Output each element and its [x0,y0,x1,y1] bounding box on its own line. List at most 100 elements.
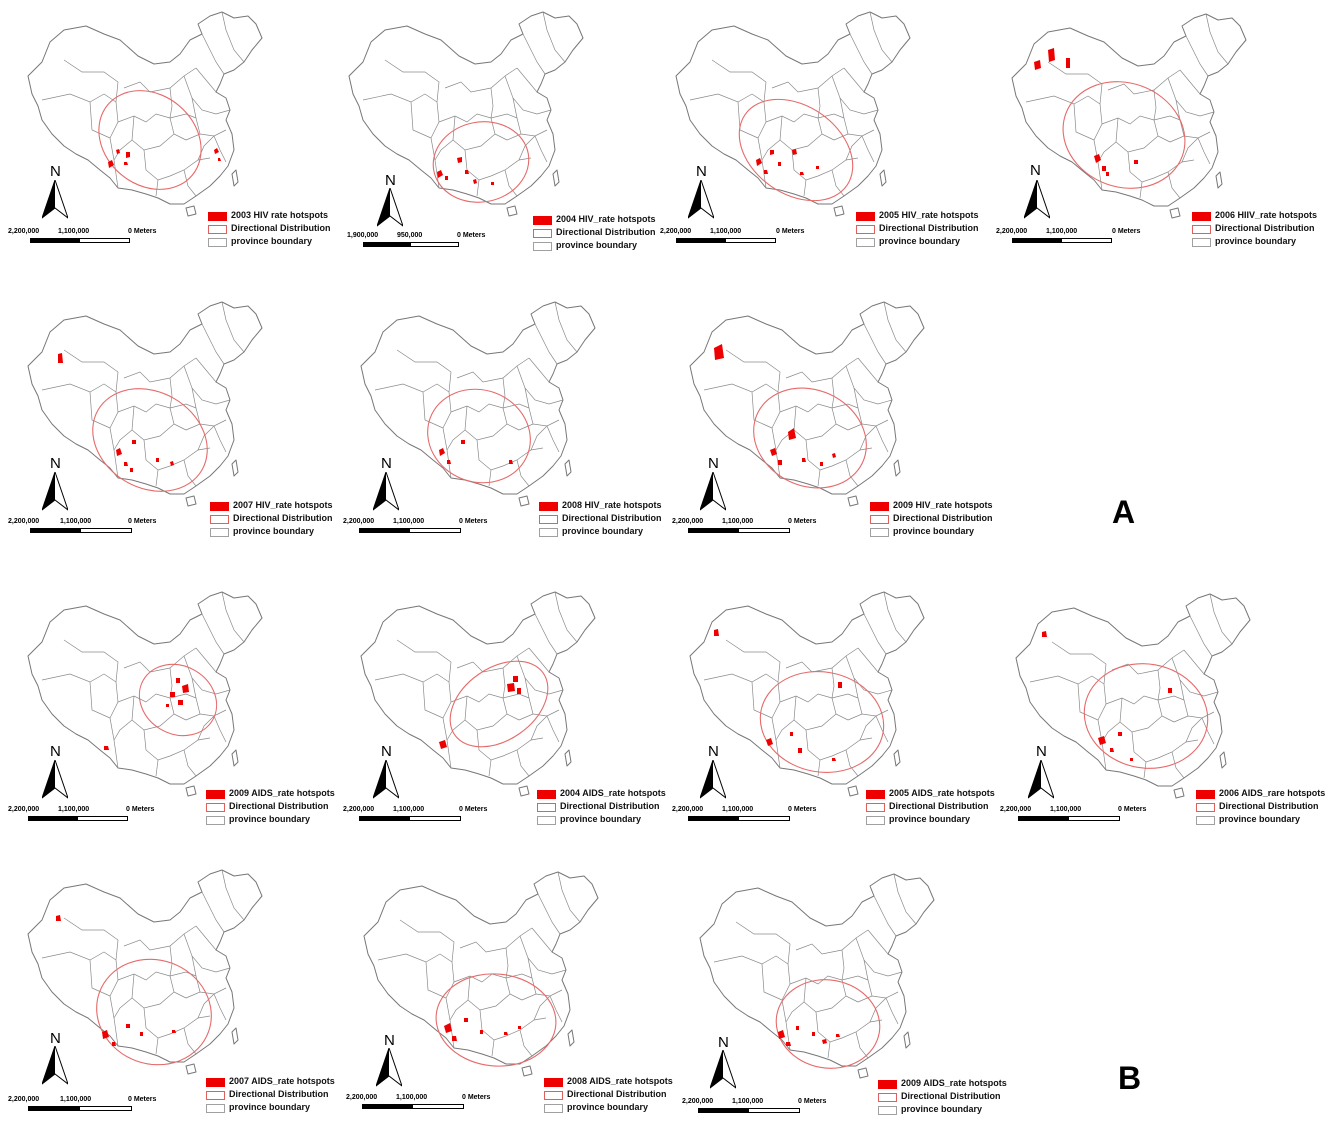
province-swatch [1196,816,1215,825]
scale-label-mid: 1,100,000 [722,518,754,525]
scale-bar-graphic [1018,816,1120,821]
hotspot-swatch [537,790,556,799]
legend-hotspots-label: 2008 HIV_rate hotspots [562,500,662,510]
north-arrow-icon [377,188,403,227]
hotspots [437,157,494,185]
legend-hotspots-label: 2007 HIV_rate hotspots [233,500,333,510]
section-label-a: A [1112,494,1136,530]
china-map [675,11,911,217]
north-arrow-icon [700,760,726,799]
scale-label-right: 0 Meters [1112,228,1141,235]
scale-label-left: 2,200,000 [660,228,692,235]
directional-ellipse [759,671,885,773]
directional-ellipse [432,121,530,203]
hotspots [56,915,176,1046]
scale-label-mid: 1,100,000 [710,228,742,235]
scale-label-right: 0 Meters [798,1098,827,1105]
legend-directional-label: Directional Distribution [1219,801,1319,811]
province-swatch [208,238,227,247]
directional-swatch [856,225,875,234]
legend-hotspots-label: 2004 AIDS_rate hotspots [560,788,666,798]
hotspot-swatch [878,1080,897,1089]
province-swatch [870,528,889,537]
north-arrow-label: N [385,172,396,189]
scale-label-mid: 1,100,000 [60,1096,92,1103]
hotspot-swatch [544,1078,563,1087]
hotspot-swatch [210,502,229,511]
hotspots [58,353,174,472]
scale-label-mid: 1,100,000 [60,518,92,525]
north-arrow-icon [700,472,726,511]
hotspot-swatch [1196,790,1215,799]
legend-directional-label: Directional Distribution [229,801,329,811]
china-map [699,873,935,1079]
scale-label-mid: 1,100,000 [1050,806,1082,813]
legend-hotspots-label: 2005 HIV_rate hotspots [879,210,979,220]
china-map [27,301,263,507]
scale-bar-graphic [30,238,130,243]
directional-swatch [1196,803,1215,812]
scale-label-right: 0 Meters [776,228,805,235]
hotspot-swatch [206,1078,225,1087]
legend-province-label: province boundary [229,814,311,824]
legend-directional-label: Directional Distribution [893,513,993,523]
scale-label-mid: 1,100,000 [732,1098,764,1105]
province-swatch [544,1104,563,1113]
directional-swatch [870,515,889,524]
scale-label-mid: 1,100,000 [393,518,425,525]
scale-label-mid: 1,100,000 [396,1094,428,1101]
hotspot-swatch [206,790,225,799]
north-arrow-label: N [708,455,719,472]
map-panel-2004-aids: N 2,200,000 1,100,000 0 Meters 2004 AIDS… [333,580,668,860]
north-arrow-icon [1024,180,1050,219]
hotspot-swatch [1192,212,1211,221]
north-arrow-icon [1028,760,1054,799]
scale-label-left: 2,200,000 [672,518,704,525]
scale-label-right: 0 Meters [788,806,817,813]
legend-province-label: province boundary [893,526,975,536]
north-arrow-label: N [381,743,392,760]
legend-hotspots-label: 2006 HIIV_rate hotspots [1215,210,1318,220]
legend-directional-label: Directional Distribution [901,1091,1001,1101]
directional-ellipse [138,663,218,737]
china-map [689,301,925,507]
directional-ellipse [1083,663,1209,769]
scale-label-mid: 1,100,000 [393,806,425,813]
directional-swatch [537,803,556,812]
legend-hotspots-label: 2006 AIDS_rare hotspots [1219,788,1326,798]
directional-ellipse [98,90,202,190]
directional-ellipse [753,387,867,489]
scale-label-left: 1,900,000 [347,232,379,239]
hotspot-swatch [856,212,875,221]
china-map [1011,13,1247,219]
china-map [27,591,263,797]
scale-bar-graphic [688,528,790,533]
map-panel-2009-aids-b: N 2,200,000 1,100,000 0 Meters 2009 AIDS… [672,862,1007,1142]
legend-hotspots-label: 2009 HIV_rate hotspots [893,500,993,510]
scale-label-left: 2,200,000 [8,228,40,235]
scale-bar-graphic [688,816,790,821]
north-arrow-label: N [50,163,61,180]
scale-label-left: 2,200,000 [343,518,375,525]
directional-swatch [206,803,225,812]
scale-label-left: 2,200,000 [682,1098,714,1105]
map-panel-2007-aids: N 2,200,000 1,100,000 0 Meters 2007 AIDS… [0,860,335,1140]
china-map [1015,593,1251,799]
legend-province-label: province boundary [889,814,971,824]
map-panel-2006-aids: N 2,200,000 1,100,000 0 Meters 2006 AIDS… [994,580,1329,860]
scale-label-mid: 950,000 [397,232,423,239]
scale-label-left: 2,200,000 [343,806,375,813]
scale-label-right: 0 Meters [459,518,488,525]
hotspots [1034,48,1138,176]
hotspot-swatch [533,216,552,225]
directional-swatch [210,515,229,524]
hotspots [439,440,513,464]
legend-province-label: province boundary [1215,236,1297,246]
scale-label-right: 0 Meters [126,806,155,813]
scale-label-right: 0 Meters [459,806,488,813]
legend-province-label: province boundary [233,526,315,536]
province-swatch [206,816,225,825]
map-panel-2007-hiv: N 2,200,000 1,100,000 0 Meters 2007 HIV_… [0,290,335,570]
scale-bar-graphic [359,816,461,821]
directional-ellipse [1062,81,1186,189]
